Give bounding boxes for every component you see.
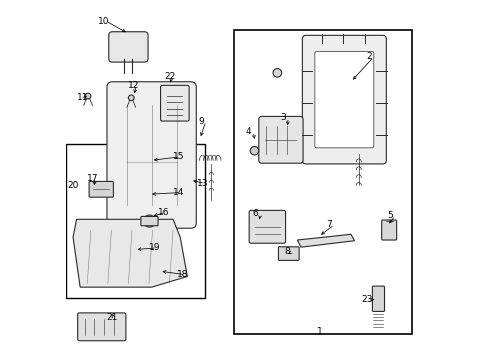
Text: 15: 15 xyxy=(173,152,184,161)
Text: 5: 5 xyxy=(386,211,392,220)
FancyBboxPatch shape xyxy=(248,210,285,243)
Text: 20: 20 xyxy=(67,181,79,190)
FancyBboxPatch shape xyxy=(381,220,396,240)
FancyBboxPatch shape xyxy=(302,35,386,164)
FancyBboxPatch shape xyxy=(89,181,113,197)
Text: 7: 7 xyxy=(326,220,332,229)
FancyBboxPatch shape xyxy=(258,116,303,163)
Text: 4: 4 xyxy=(244,127,250,136)
FancyBboxPatch shape xyxy=(141,216,158,226)
Text: 2: 2 xyxy=(365,52,371,61)
FancyBboxPatch shape xyxy=(372,286,384,311)
Text: 14: 14 xyxy=(173,188,184,197)
Text: 17: 17 xyxy=(87,174,99,183)
Text: 9: 9 xyxy=(198,117,203,126)
Circle shape xyxy=(272,68,281,77)
FancyBboxPatch shape xyxy=(78,313,125,341)
Polygon shape xyxy=(73,219,187,287)
Polygon shape xyxy=(297,234,354,247)
FancyBboxPatch shape xyxy=(160,85,189,121)
Circle shape xyxy=(128,95,134,101)
Text: 3: 3 xyxy=(280,113,285,122)
Text: 22: 22 xyxy=(164,72,175,81)
Text: 1: 1 xyxy=(316,327,322,336)
Bar xyxy=(233,30,411,334)
Circle shape xyxy=(85,93,91,99)
Text: 23: 23 xyxy=(361,295,372,304)
Text: 19: 19 xyxy=(148,243,160,252)
FancyBboxPatch shape xyxy=(108,32,148,62)
Text: 13: 13 xyxy=(197,179,208,188)
FancyBboxPatch shape xyxy=(107,82,196,228)
Text: 8: 8 xyxy=(284,247,290,256)
Text: 10: 10 xyxy=(98,17,109,26)
Circle shape xyxy=(250,147,258,155)
FancyBboxPatch shape xyxy=(278,247,299,260)
Text: 21: 21 xyxy=(106,313,117,322)
Text: 12: 12 xyxy=(128,81,140,90)
Bar xyxy=(66,144,205,298)
Text: 16: 16 xyxy=(158,208,169,217)
FancyBboxPatch shape xyxy=(314,51,373,148)
Text: 6: 6 xyxy=(252,210,258,219)
Text: 11: 11 xyxy=(77,93,88,102)
Text: 18: 18 xyxy=(177,270,188,279)
Circle shape xyxy=(143,215,155,227)
